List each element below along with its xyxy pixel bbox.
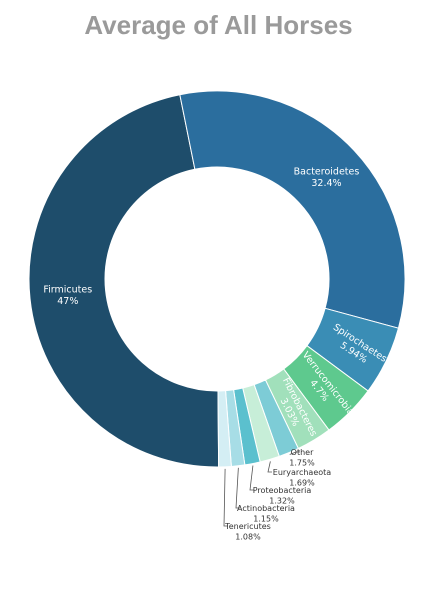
leader-line-other [289, 451, 300, 455]
chart-title: Average of All Horses [84, 10, 353, 40]
slice-bacteroidetes [179, 90, 406, 329]
slice-value: 1.75% [289, 458, 315, 467]
leader-lines-group [223, 451, 300, 527]
leader-line-euryarchaeota [267, 461, 272, 473]
leader-line-proteobacteria [249, 465, 254, 491]
slice-name: Other [291, 448, 314, 457]
slice-tenericutes [217, 390, 232, 468]
slice-firmicutes [28, 94, 220, 468]
slice-name: Tenericutes [224, 522, 271, 531]
slice-value: 1.15% [253, 514, 279, 523]
slices-group [28, 90, 406, 468]
slice-name: Euryarchaeota [273, 468, 331, 477]
slice-label-euryarchaeota: Euryarchaeota 1.69% [273, 468, 331, 487]
slice-label-firmicutes: Firmicutes 47% [43, 285, 92, 307]
slice-label-actinobacteria: Actinobacteria 1.15% [237, 504, 295, 523]
slice-name: Proteobacteria [253, 486, 312, 495]
slice-name: Bacteroidetes [294, 167, 360, 178]
slice-value: 47% [57, 296, 78, 307]
leader-line-tenericutes [223, 468, 228, 527]
slice-label-tenericutes: Tenericutes 1.08% [224, 522, 271, 541]
slice-value: 1.32% [269, 496, 295, 505]
slice-label-proteobacteria: Proteobacteria 1.32% [253, 486, 312, 505]
leader-line-actinobacteria [235, 467, 240, 509]
slice-value: 32.4% [311, 178, 341, 189]
slice-name: Firmicutes [43, 285, 92, 296]
slice-label-other: Other 1.75% [289, 448, 315, 467]
slice-label-bacteroidetes: Bacteroidetes 32.4% [294, 167, 360, 189]
slice-value: 1.69% [289, 478, 315, 487]
slice-name: Actinobacteria [237, 504, 295, 513]
slice-value: 1.08% [235, 532, 261, 541]
